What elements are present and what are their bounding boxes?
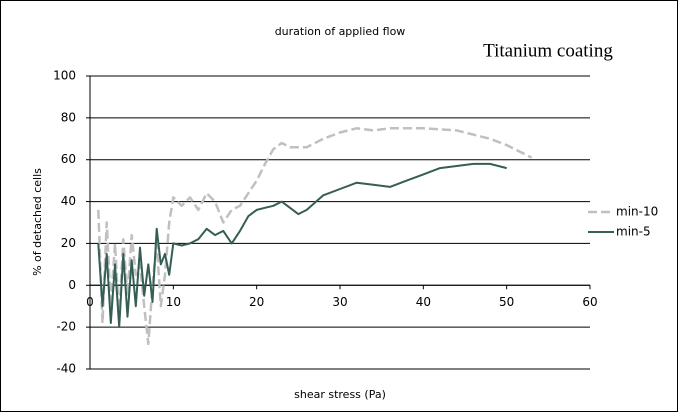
x-axis-label: shear stress (Pa) (294, 388, 386, 401)
annotation: Titanium coating (483, 40, 613, 61)
legend-label: min-5 (616, 225, 651, 239)
y-tick-label: 60 (61, 152, 76, 166)
y-tick-label: 40 (61, 194, 76, 208)
x-tick-label: 20 (249, 295, 264, 309)
y-tick-label: 80 (61, 110, 76, 124)
series-line (97, 127, 533, 346)
y-axis-label: % of detached cells (31, 168, 44, 276)
y-tick-label: -20 (56, 320, 76, 334)
y-tick-label: 0 (68, 278, 76, 292)
y-tick-label: -40 (56, 362, 76, 376)
y-tick-label: 20 (61, 236, 76, 250)
series-line (97, 162, 507, 329)
x-tick-label: 30 (332, 295, 347, 309)
x-tick-label: 50 (499, 295, 514, 309)
legend-label: min-10 (616, 205, 658, 219)
x-tick-label: 10 (166, 295, 181, 309)
chart-title: duration of applied flow (275, 25, 406, 38)
x-tick-label: 0 (86, 295, 94, 309)
x-tick-label: 60 (582, 295, 597, 309)
y-tick-label: 100 (53, 69, 76, 83)
x-tick-label: 40 (416, 295, 431, 309)
